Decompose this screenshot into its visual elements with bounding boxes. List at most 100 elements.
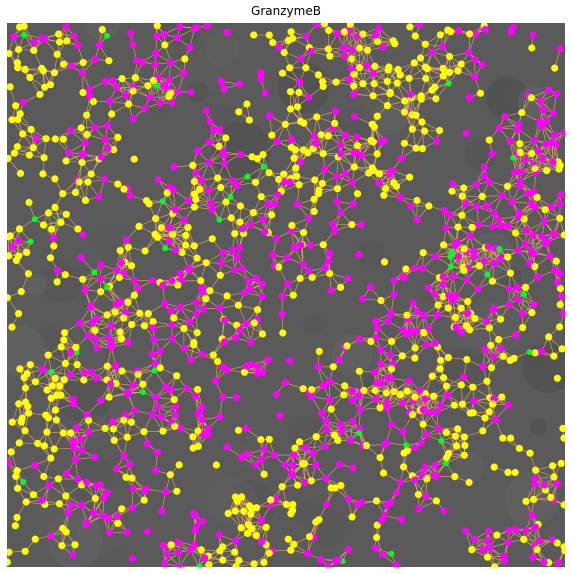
node-green bbox=[151, 367, 158, 374]
node-yellow bbox=[479, 427, 487, 435]
tissue-blob bbox=[282, 409, 313, 440]
node-yellow bbox=[560, 231, 565, 239]
node-magenta bbox=[309, 449, 317, 457]
node-green bbox=[403, 442, 410, 449]
node-yellow bbox=[250, 319, 258, 327]
node-yellow bbox=[460, 451, 468, 459]
node-magenta bbox=[154, 176, 162, 184]
node-magenta bbox=[490, 259, 498, 267]
node-yellow bbox=[16, 110, 24, 118]
node-yellow bbox=[390, 388, 398, 396]
node-yellow bbox=[13, 59, 21, 67]
node-yellow bbox=[91, 494, 99, 503]
node-yellow bbox=[257, 436, 265, 444]
node-yellow bbox=[24, 270, 32, 278]
node-magenta bbox=[484, 243, 492, 251]
node-magenta bbox=[515, 209, 523, 217]
node-magenta bbox=[194, 147, 202, 155]
node-yellow bbox=[103, 362, 111, 370]
node-yellow bbox=[247, 510, 255, 518]
node-yellow bbox=[166, 89, 174, 97]
node-yellow bbox=[469, 409, 477, 417]
node-yellow bbox=[144, 82, 152, 90]
node-magenta bbox=[238, 264, 246, 272]
node-magenta bbox=[397, 154, 405, 162]
node-magenta bbox=[31, 461, 39, 469]
node-yellow bbox=[62, 492, 70, 500]
node-magenta bbox=[258, 292, 266, 301]
node-green bbox=[356, 430, 363, 437]
node-yellow bbox=[295, 181, 303, 189]
node-magenta bbox=[431, 339, 439, 347]
node-magenta bbox=[247, 338, 255, 346]
node-magenta bbox=[407, 327, 415, 335]
node-magenta bbox=[77, 254, 85, 262]
node-yellow bbox=[265, 31, 273, 39]
node-magenta bbox=[355, 392, 363, 400]
node-yellow bbox=[439, 292, 447, 300]
node-magenta bbox=[297, 55, 305, 63]
node-yellow bbox=[403, 311, 411, 319]
node-yellow bbox=[23, 370, 31, 378]
node-yellow bbox=[552, 257, 560, 265]
node-magenta bbox=[305, 267, 313, 275]
node-yellow bbox=[77, 124, 85, 132]
node-yellow bbox=[315, 347, 323, 355]
node-yellow bbox=[356, 64, 364, 72]
node-yellow bbox=[171, 422, 179, 430]
node-yellow bbox=[557, 459, 565, 467]
node-yellow bbox=[46, 254, 55, 262]
node-yellow bbox=[373, 521, 381, 529]
node-magenta bbox=[483, 202, 491, 210]
node-magenta bbox=[173, 34, 181, 42]
node-yellow bbox=[520, 535, 528, 544]
node-yellow bbox=[556, 323, 564, 331]
node-yellow bbox=[541, 206, 549, 214]
node-yellow bbox=[372, 497, 381, 505]
node-magenta bbox=[204, 186, 212, 194]
node-yellow bbox=[112, 379, 120, 388]
node-magenta bbox=[112, 84, 121, 92]
node-yellow bbox=[237, 524, 245, 532]
node-yellow bbox=[205, 561, 213, 567]
node-magenta bbox=[379, 43, 387, 51]
node-magenta bbox=[129, 484, 137, 492]
node-yellow bbox=[173, 372, 181, 380]
node-yellow bbox=[260, 558, 268, 567]
tissue-blob bbox=[303, 314, 324, 336]
node-yellow bbox=[19, 130, 27, 138]
node-magenta bbox=[492, 416, 500, 424]
node-yellow bbox=[83, 131, 91, 139]
node-yellow bbox=[287, 510, 295, 518]
node-yellow bbox=[412, 144, 420, 152]
node-magenta bbox=[521, 156, 530, 164]
node-magenta bbox=[156, 347, 164, 355]
node-yellow bbox=[260, 470, 268, 478]
node-magenta bbox=[326, 249, 334, 258]
node-magenta bbox=[104, 514, 113, 522]
node-magenta bbox=[142, 485, 150, 493]
node-magenta bbox=[39, 366, 47, 374]
node-yellow bbox=[454, 223, 462, 231]
node-magenta bbox=[380, 137, 389, 145]
node-magenta bbox=[259, 216, 267, 224]
node-yellow bbox=[258, 330, 267, 338]
node-magenta bbox=[30, 38, 38, 46]
node-yellow bbox=[445, 52, 454, 61]
node-magenta bbox=[257, 75, 265, 83]
node-magenta bbox=[470, 247, 478, 255]
node-green bbox=[510, 154, 517, 161]
node-magenta bbox=[138, 58, 146, 66]
node-magenta bbox=[485, 178, 493, 186]
node-yellow bbox=[192, 195, 200, 204]
node-magenta bbox=[283, 280, 292, 288]
node-yellow bbox=[280, 48, 288, 57]
node-yellow bbox=[209, 351, 217, 359]
node-yellow bbox=[406, 23, 414, 31]
node-magenta bbox=[252, 461, 260, 469]
node-magenta bbox=[168, 321, 176, 329]
tissue-blob bbox=[24, 273, 47, 296]
node-magenta bbox=[356, 405, 364, 414]
node-magenta bbox=[355, 424, 364, 432]
